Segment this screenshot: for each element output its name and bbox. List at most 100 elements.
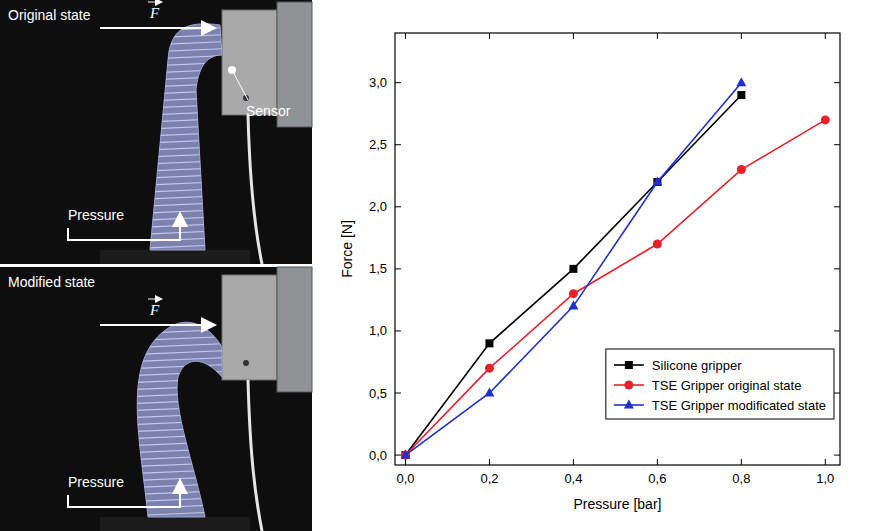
photo-background — [0, 267, 312, 531]
base — [100, 517, 250, 531]
stripe — [100, 399, 240, 405]
stripe — [100, 497, 240, 503]
data-point — [821, 115, 830, 124]
stripe — [100, 511, 240, 517]
stripe — [100, 181, 240, 187]
y-tick — [834, 455, 840, 456]
stripe — [100, 392, 240, 398]
y-tick-label: 3,0 — [369, 75, 387, 90]
base — [100, 250, 250, 264]
stripe — [100, 97, 240, 103]
stripe — [100, 301, 240, 307]
y-tick-label: 0,5 — [369, 386, 387, 401]
stripe — [100, 413, 240, 419]
stripe — [100, 125, 240, 131]
sensor-disc — [277, 267, 312, 392]
data-point — [400, 450, 410, 459]
stripe — [100, 294, 240, 300]
stripe — [100, 371, 240, 377]
stripe — [100, 357, 240, 363]
stripe — [100, 139, 240, 145]
stripe — [100, 69, 240, 75]
stripe — [100, 308, 240, 314]
legend-label: TSE Gripper modificated state — [652, 398, 826, 413]
screw — [243, 360, 249, 366]
pressure-label: Pressure — [68, 474, 124, 490]
x-tick — [741, 33, 742, 39]
x-tick-label: 0,2 — [480, 471, 498, 486]
force-label: F — [149, 5, 160, 21]
sensor-plate — [222, 275, 277, 380]
force-arrow — [100, 324, 215, 326]
x-tick — [489, 459, 490, 465]
y-tick — [395, 393, 401, 394]
legend-label: Silicone gripper — [652, 358, 742, 373]
data-point — [737, 91, 745, 99]
x-tick — [405, 33, 406, 39]
stripe — [100, 420, 240, 426]
stripe — [100, 329, 240, 335]
y-tick — [834, 206, 840, 207]
y-tick — [395, 144, 401, 145]
y-tick — [834, 268, 840, 269]
stripe — [100, 462, 240, 468]
stripe — [100, 315, 240, 321]
legend-marker — [624, 381, 633, 390]
stripe — [100, 34, 240, 40]
stripe — [100, 336, 240, 342]
x-tick — [657, 33, 658, 39]
x-tick — [573, 459, 574, 465]
photo-label: Original state — [8, 7, 91, 23]
stripe — [100, 167, 240, 173]
y-tick — [395, 268, 401, 269]
stripe — [100, 111, 240, 117]
y-tick — [834, 82, 840, 83]
data-point — [568, 301, 578, 310]
stripe — [100, 160, 240, 166]
y-tick-label: 1,0 — [369, 323, 387, 338]
data-point — [653, 240, 662, 249]
photo-background — [0, 0, 312, 264]
stripe — [100, 455, 240, 461]
vector-arrow — [148, 2, 162, 3]
data-point — [569, 289, 578, 298]
photo-panel: Modified stateFPressure — [0, 267, 312, 531]
data-point — [652, 176, 662, 185]
x-tick-label: 1,0 — [816, 471, 834, 486]
stripe — [100, 434, 240, 440]
y-tick — [834, 330, 840, 331]
stripe — [100, 90, 240, 96]
stripe — [100, 287, 240, 293]
x-axis-title: Pressure [bar] — [574, 496, 662, 512]
stripe — [100, 62, 240, 68]
data-point — [484, 388, 494, 397]
y-tick-label: 0,0 — [369, 448, 387, 463]
stripe — [100, 322, 240, 328]
stripe — [100, 48, 240, 54]
pressure-arrow — [68, 213, 180, 240]
stripe — [100, 27, 240, 33]
y-tick — [395, 455, 401, 456]
stripe — [100, 223, 240, 229]
stripe — [100, 518, 240, 524]
pressure-arrow — [68, 480, 180, 507]
photo-panel: Original stateFSensorPressure — [0, 0, 312, 264]
stripe — [100, 83, 240, 89]
data-point — [736, 77, 746, 86]
legend: Silicone gripper TSE Gripper original sta… — [606, 349, 834, 419]
stripe — [100, 41, 240, 47]
stripe — [100, 76, 240, 82]
chart: 0,00,20,40,60,81,00,00,51,01,52,02,53,0P… — [339, 33, 840, 512]
stripe — [100, 195, 240, 201]
stripe — [100, 490, 240, 496]
legend-label: TSE Gripper original state — [652, 378, 802, 393]
x-tick — [573, 33, 574, 39]
data-point — [485, 339, 493, 347]
figure: Original stateFSensorPressureModified st… — [0, 0, 869, 531]
x-tick — [741, 459, 742, 465]
x-tick — [825, 459, 826, 465]
stripe — [100, 364, 240, 370]
vector-arrow — [148, 299, 162, 300]
sensor-leader — [232, 70, 248, 100]
force-arrow — [100, 27, 215, 29]
